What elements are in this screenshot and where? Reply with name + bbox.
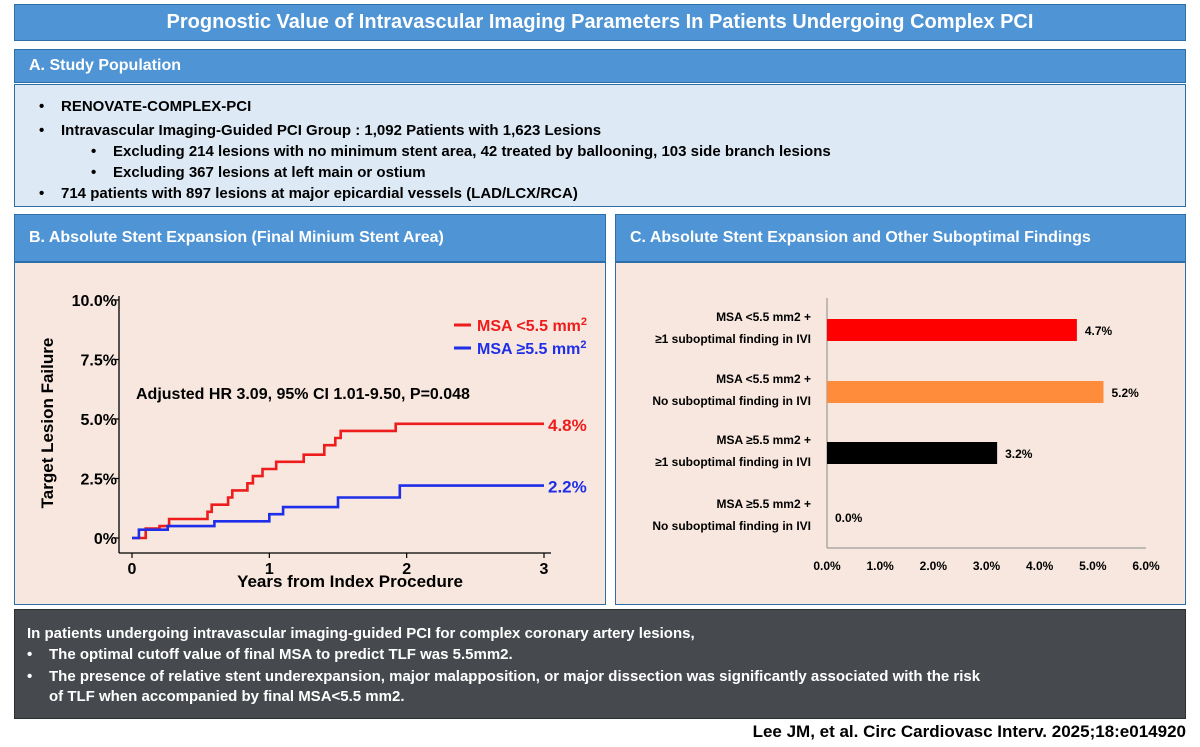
x-tick-label: 3	[540, 561, 549, 578]
bar-value-label: 4.7%	[1085, 324, 1113, 338]
x-axis-label: Years from Index Procedure	[237, 572, 463, 591]
bar-value-label: 0.0%	[835, 511, 863, 525]
bar-chart-panel: 0.0% 1.0% 2.0% 3.0% 4.0% 5.0% 6.0% 4.7% MSA <5.…	[615, 262, 1186, 605]
bullet-item: • Excluding 367 lesions at left main or o…	[91, 164, 426, 181]
bullet-item: • 714 patients with 897 lesions at major …	[39, 185, 578, 202]
category-label: MSA ≥5.5 mm2 +	[716, 497, 811, 511]
conclusion-panel: In patients undergoing intravascular ima…	[14, 609, 1186, 719]
bullet-item: • Intravascular Imaging-Guided PCI Group …	[39, 122, 602, 139]
y-tick-label: 2.5%	[81, 472, 117, 489]
category-label: No suboptimal finding in IVI	[652, 519, 811, 533]
section-a-heading: A. Study Population	[14, 49, 1186, 83]
conclusion-bullet: • The presence of relative stent underexp…	[27, 668, 981, 685]
category-label: No suboptimal finding in IVI	[652, 394, 811, 408]
section-c-heading: C. Absolute Stent Expansion and Other Su…	[615, 214, 1186, 262]
x-tick-label: 6.0%	[1132, 559, 1160, 573]
bar-1	[827, 319, 1077, 341]
x-tick-label: 2	[402, 561, 411, 578]
legend-label: MSA ≥5.5 mm2	[477, 339, 586, 358]
citation: Lee JM, et al. Circ Cardiovasc Interv. 2…	[752, 722, 1186, 741]
x-tick-label: 2.0%	[920, 559, 948, 573]
conclusion-bullet-continued: of TLF when accompanied by final MSA<5.5…	[49, 688, 405, 705]
category-label: ≥1 suboptimal finding in IVI	[655, 332, 811, 346]
study-population-panel: • RENOVATE-COMPLEX-PCI • Intravascular Ima…	[14, 84, 1186, 207]
y-axis-label: Target Lesion Failure	[38, 338, 57, 509]
km-curve-msa-ge-5-5	[132, 484, 544, 540]
bar-3	[827, 442, 998, 464]
conclusion-intro: In patients undergoing intravascular ima…	[27, 625, 695, 642]
hr-annotation: Adjusted HR 3.09, 95% CI 1.01-9.50, P=0.…	[136, 386, 470, 403]
bullet-item: • Excluding 214 lesions with no minimum s…	[91, 143, 831, 160]
end-value-label: 4.8%	[548, 416, 587, 435]
x-tick-label: 1	[265, 561, 274, 578]
category-label: ≥1 suboptimal finding in IVI	[655, 455, 811, 469]
legend-label: MSA <5.5 mm2	[477, 316, 587, 335]
category-label: MSA <5.5 mm2 +	[716, 372, 811, 386]
x-tick-label: 3.0%	[973, 559, 1001, 573]
y-tick-label: 10.0%	[72, 293, 117, 310]
x-tick-label: 5.0%	[1079, 559, 1107, 573]
km-chart: 0% 2.5% 5.0% 7.5% 10.0% 0 1 2 3 Years from Index…	[38, 293, 587, 591]
page-title: Prognostic Value of Intravascular Imagin…	[14, 4, 1186, 41]
category-label: MSA ≥5.5 mm2 +	[716, 433, 811, 447]
km-curve-msa-lt-5-5	[132, 422, 544, 540]
category-label: MSA <5.5 mm2 +	[716, 310, 811, 324]
bar-chart: 0.0% 1.0% 2.0% 3.0% 4.0% 5.0% 6.0% 4.7% MSA <5.…	[652, 298, 1160, 573]
end-value-label: 2.2%	[548, 478, 587, 497]
conclusion-bullet: • The optimal cutoff value of final MSA t…	[27, 646, 513, 663]
bar-value-label: 5.2%	[1111, 386, 1139, 400]
y-tick-label: 7.5%	[81, 353, 117, 370]
bullet-item: • RENOVATE-COMPLEX-PCI	[39, 98, 252, 115]
x-tick-label: 1.0%	[866, 559, 894, 573]
km-curve-panel: 0% 2.5% 5.0% 7.5% 10.0% 0 1 2 3 Years from Index…	[14, 262, 606, 605]
section-b-heading: B. Absolute Stent Expansion (Final Miniu…	[14, 214, 606, 262]
y-tick-label: 0%	[94, 531, 117, 548]
x-tick-label: 0.0%	[813, 559, 841, 573]
x-tick-label: 4.0%	[1026, 559, 1054, 573]
bar-2	[827, 381, 1104, 403]
x-tick-label: 0	[128, 561, 137, 578]
bar-value-label: 3.2%	[1005, 447, 1033, 461]
y-tick-label: 5.0%	[81, 412, 117, 429]
